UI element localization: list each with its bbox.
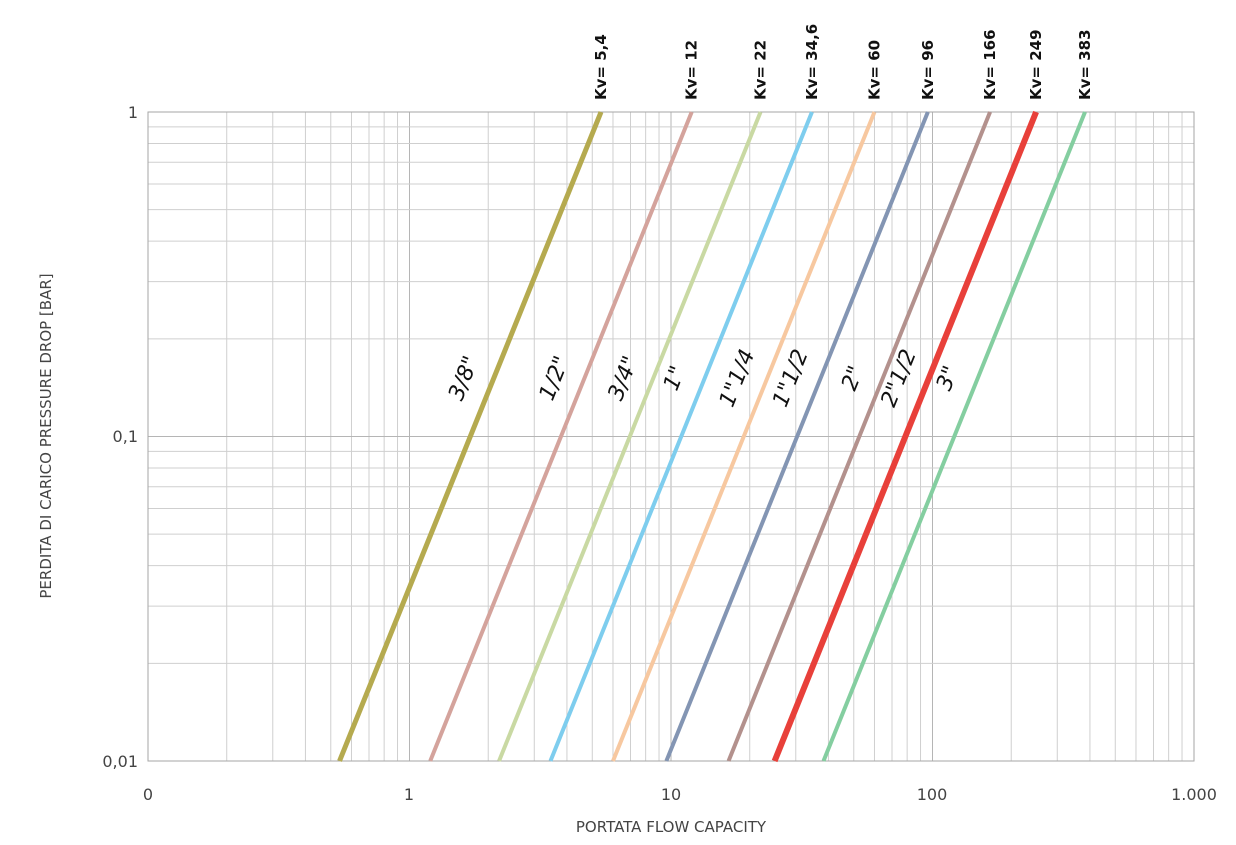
x-axis-title: PORTATA FLOW CAPACITY bbox=[576, 818, 767, 836]
series-line bbox=[664, 111, 930, 762]
y-tick-label: 0,1 bbox=[113, 427, 138, 446]
x-tick-label: 0 bbox=[143, 785, 153, 804]
plot-frame bbox=[147, 111, 1195, 762]
series-line bbox=[771, 110, 1039, 763]
y-axis-title: PERDITA DI CARICO PRESSURE DROP [BAR] bbox=[37, 273, 55, 598]
kv-label: Kv= 60 bbox=[865, 40, 883, 100]
series-line bbox=[726, 111, 992, 762]
kv-label: Kv= 96 bbox=[919, 40, 937, 100]
kv-label: Kv= 5,4 bbox=[592, 34, 610, 100]
series-line bbox=[497, 111, 763, 762]
kv-label: Kv= 383 bbox=[1076, 29, 1094, 100]
y-tick-label: 1 bbox=[128, 103, 138, 122]
series-line bbox=[611, 111, 877, 762]
x-tick-label: 1.000 bbox=[1171, 785, 1217, 804]
grid bbox=[147, 111, 1195, 762]
x-tick-label: 10 bbox=[661, 785, 681, 804]
series-lines bbox=[337, 110, 1087, 763]
y-tick-label: 0,01 bbox=[102, 752, 138, 771]
series-line bbox=[337, 111, 604, 762]
kv-label: Kv= 22 bbox=[752, 40, 770, 100]
series-line bbox=[548, 111, 814, 762]
kv-label: Kv= 12 bbox=[683, 40, 701, 100]
kv-label: Kv= 34,6 bbox=[803, 24, 821, 100]
kv-label: Kv= 249 bbox=[1027, 29, 1045, 100]
kv-label: Kv= 166 bbox=[981, 29, 999, 100]
series-line bbox=[428, 111, 694, 762]
x-tick-label: 1 bbox=[404, 785, 414, 804]
x-tick-label: 100 bbox=[917, 785, 948, 804]
series-line bbox=[821, 111, 1087, 762]
kv-labels: Kv= 5,4 Kv= 12 Kv= 22 Kv= 34,6 Kv= 60 Kv= 96 K… bbox=[592, 24, 1094, 100]
